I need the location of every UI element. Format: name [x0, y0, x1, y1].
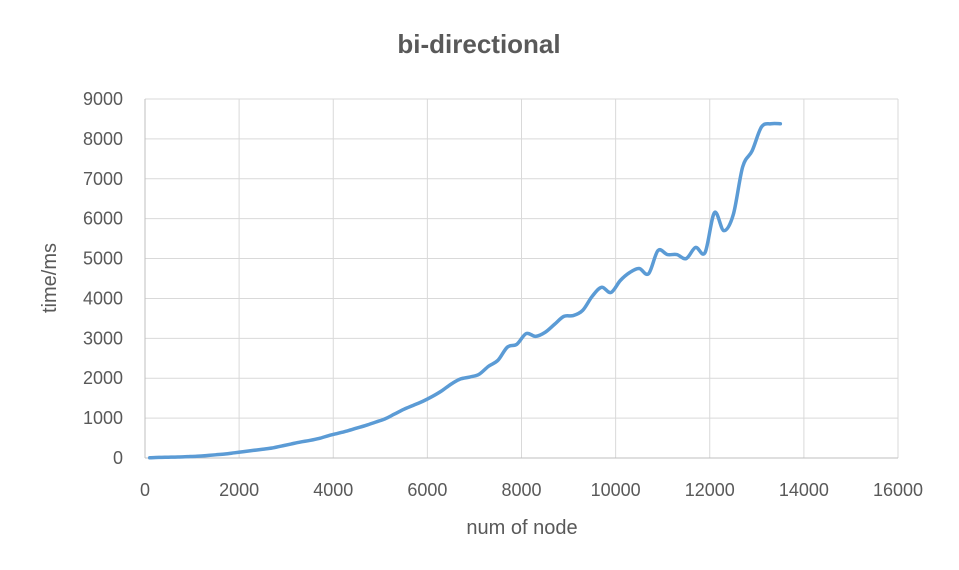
x-axis-label: num of node — [466, 517, 577, 539]
x-tick-label: 10000 — [591, 480, 641, 500]
x-tick-label: 2000 — [219, 480, 259, 500]
series-lines — [147, 121, 783, 460]
chart-title: bi-directional — [397, 29, 560, 59]
y-tick-label: 2000 — [83, 368, 123, 388]
x-tick-label: 8000 — [501, 480, 541, 500]
x-tick-label: 16000 — [873, 480, 923, 500]
axes — [144, 99, 898, 459]
x-tick-label: 14000 — [779, 480, 829, 500]
y-tick-label: 8000 — [83, 129, 123, 149]
y-tick-labels: 0 1000 2000 3000 4000 5000 6000 7000 8000 9000 — [83, 89, 123, 468]
y-tick-label: 0 — [113, 448, 123, 468]
x-tick-label: 0 — [140, 480, 150, 500]
y-tick-label: 4000 — [83, 288, 123, 308]
series-line-0 — [147, 121, 783, 460]
y-tick-label: 1000 — [83, 408, 123, 428]
y-tick-label: 6000 — [83, 209, 123, 229]
x-tick-label: 6000 — [407, 480, 447, 500]
x-tick-label: 12000 — [685, 480, 735, 500]
x-tick-label: 4000 — [313, 480, 353, 500]
y-tick-label: 7000 — [83, 169, 123, 189]
gridlines — [145, 98, 899, 458]
y-axis-label: time/ms — [39, 243, 61, 313]
y-tick-label: 9000 — [83, 89, 123, 109]
y-tick-label: 3000 — [83, 328, 123, 348]
y-tick-label: 5000 — [83, 249, 123, 269]
x-tick-labels: 0 2000 4000 6000 8000 10000 12000 14000 16000 — [140, 480, 923, 500]
